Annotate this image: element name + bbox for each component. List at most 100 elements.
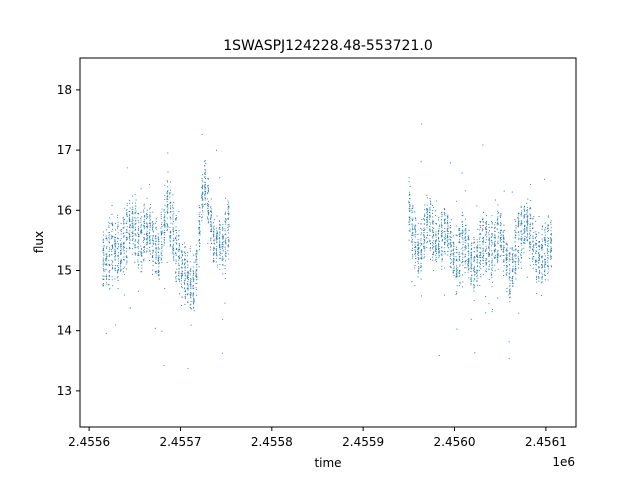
data-point <box>494 235 496 237</box>
data-point <box>202 216 204 218</box>
data-point <box>509 288 511 290</box>
data-point <box>120 229 122 231</box>
data-point <box>408 221 410 223</box>
data-point <box>175 260 177 262</box>
data-point <box>423 241 425 243</box>
data-point <box>506 274 508 276</box>
data-point <box>181 251 183 253</box>
data-point <box>502 240 504 243</box>
data-point <box>544 239 546 241</box>
data-point <box>500 223 502 225</box>
data-point <box>474 260 476 262</box>
data-point <box>535 278 538 280</box>
data-point <box>432 206 435 209</box>
data-point <box>535 264 537 266</box>
data-point <box>105 281 107 283</box>
data-point <box>411 237 413 239</box>
data-point <box>415 255 417 257</box>
data-point <box>202 204 204 206</box>
data-point <box>423 236 425 239</box>
data-point <box>479 241 481 243</box>
data-point <box>527 235 529 237</box>
data-point <box>218 236 221 238</box>
data-point <box>166 228 169 231</box>
data-point <box>476 280 478 282</box>
data-point <box>215 257 217 259</box>
data-point <box>517 223 519 225</box>
data-point <box>420 252 422 254</box>
data-point <box>112 285 114 287</box>
data-point <box>412 228 414 230</box>
data-point <box>122 227 124 229</box>
data-point <box>502 236 504 238</box>
data-point <box>524 229 526 231</box>
data-point <box>420 278 422 280</box>
data-point <box>164 198 166 201</box>
data-point <box>210 238 212 240</box>
data-point <box>161 330 163 332</box>
data-point <box>523 247 525 249</box>
data-point <box>477 277 479 279</box>
data-point <box>415 246 417 248</box>
data-point <box>412 208 414 210</box>
data-point <box>198 213 200 215</box>
data-point <box>414 246 416 249</box>
data-point <box>520 224 522 226</box>
data-point <box>210 237 212 239</box>
data-point <box>108 217 111 219</box>
data-point <box>473 265 476 267</box>
data-point <box>491 260 493 262</box>
data-point <box>172 223 174 225</box>
data-point <box>143 241 145 243</box>
data-point <box>429 216 431 218</box>
data-point <box>155 249 157 251</box>
data-point <box>199 211 201 213</box>
data-point <box>117 238 120 240</box>
data-point <box>441 226 443 228</box>
data-point <box>515 261 517 263</box>
data-point <box>192 301 194 303</box>
data-point <box>470 284 472 286</box>
data-point <box>435 234 437 236</box>
data-point <box>126 167 128 169</box>
data-point <box>131 223 133 225</box>
data-point <box>423 213 426 215</box>
data-point <box>441 224 443 227</box>
data-point <box>105 253 107 255</box>
data-point <box>467 238 469 240</box>
data-point <box>441 232 443 235</box>
data-point <box>169 245 172 247</box>
data-point <box>467 261 469 263</box>
data-point <box>118 246 120 248</box>
data-point <box>494 257 496 259</box>
data-point <box>216 231 218 233</box>
data-point <box>514 255 516 257</box>
data-point <box>449 232 451 234</box>
data-point <box>418 272 420 274</box>
data-point <box>213 229 215 231</box>
data-point <box>192 266 194 268</box>
data-point <box>117 221 119 223</box>
data-point <box>509 263 511 266</box>
data-point <box>187 292 189 295</box>
data-point <box>172 257 174 259</box>
data-point <box>172 218 174 220</box>
data-point <box>470 280 472 282</box>
data-point <box>102 238 104 240</box>
data-point <box>515 224 517 227</box>
data-point <box>222 246 224 248</box>
data-point <box>111 267 113 269</box>
data-point <box>424 248 426 250</box>
data-point <box>473 236 475 239</box>
data-point <box>224 211 227 213</box>
data-point <box>219 231 221 233</box>
data-point <box>452 269 454 271</box>
data-point <box>174 252 177 254</box>
data-point <box>137 267 139 269</box>
data-point <box>166 196 169 198</box>
data-point <box>515 237 517 239</box>
data-point <box>122 247 125 249</box>
data-point <box>210 216 212 218</box>
data-point <box>535 244 537 246</box>
data-point <box>429 208 431 210</box>
